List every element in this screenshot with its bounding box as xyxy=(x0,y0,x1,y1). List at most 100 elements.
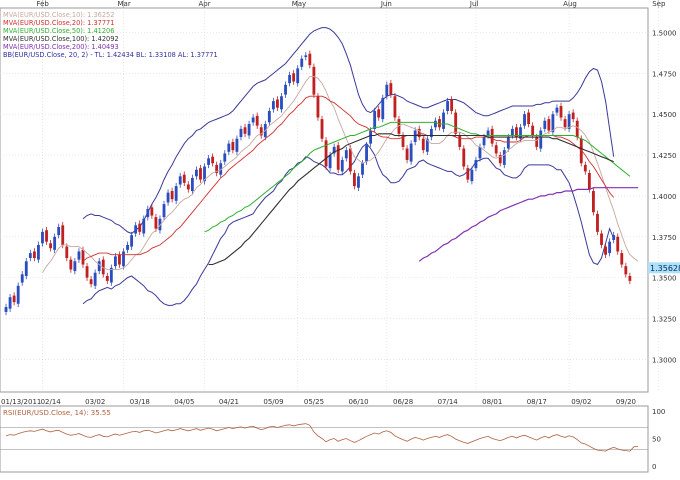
candle-body xyxy=(312,66,316,95)
x-tick-label: 08/17 xyxy=(527,398,547,406)
candle-body xyxy=(393,96,397,118)
candle-body xyxy=(369,130,373,144)
candle-body xyxy=(195,169,198,177)
legend-entry: MVA(EUR/USD.Close,200): 1.40493 xyxy=(3,43,119,51)
candle-body xyxy=(429,128,433,138)
candle-body xyxy=(207,158,210,165)
candle-body xyxy=(239,128,243,138)
candle-body xyxy=(142,218,146,234)
candle-body xyxy=(446,101,449,111)
candle-body xyxy=(381,97,385,120)
grid xyxy=(0,8,659,450)
candle-body xyxy=(255,115,259,126)
candle-body xyxy=(284,84,287,95)
y-tick-label: 1.3250 xyxy=(652,315,677,323)
candle-body xyxy=(150,207,154,216)
rsi-series-line xyxy=(5,423,639,452)
candle-body xyxy=(462,148,466,167)
candle-body xyxy=(320,119,324,139)
y-tick-label: 1.4250 xyxy=(652,152,677,160)
candle-body xyxy=(515,127,518,138)
candle-body xyxy=(105,275,109,281)
candle-body xyxy=(97,261,101,272)
candle-body xyxy=(32,251,36,259)
candle-body xyxy=(12,295,16,303)
bollinger-bands xyxy=(82,27,615,306)
candle-body xyxy=(608,241,612,254)
candle-body xyxy=(182,174,186,183)
candle-body xyxy=(251,117,255,123)
candle-body xyxy=(85,266,89,278)
candle-body xyxy=(458,135,462,147)
candle-body xyxy=(336,145,340,170)
candle-body xyxy=(219,163,223,175)
bb-upper-line xyxy=(82,27,615,235)
candle-body xyxy=(604,246,607,255)
candle-body xyxy=(178,176,182,185)
candle-body xyxy=(502,150,506,165)
x-tick-label: 03/02 xyxy=(85,398,105,406)
candle-body xyxy=(494,145,498,154)
candle-body xyxy=(109,267,113,283)
last-price-label: 1.35628 xyxy=(650,264,680,273)
month-label: Mar xyxy=(118,0,131,8)
candle-body xyxy=(498,155,502,164)
x-tick-label: 06/28 xyxy=(393,398,413,406)
candle-body xyxy=(523,114,526,126)
x-tick-label: 05/25 xyxy=(304,398,324,406)
candle-body xyxy=(41,231,44,244)
candle-body xyxy=(113,256,117,267)
candle-body xyxy=(535,137,539,147)
candle-body xyxy=(81,249,85,265)
candle-body xyxy=(547,119,551,131)
x-tick-label: 04/05 xyxy=(174,398,194,406)
x-tick-label: 07/14 xyxy=(438,398,459,406)
candle-body xyxy=(138,223,142,232)
candle-body xyxy=(361,163,364,175)
candle-body xyxy=(146,208,150,218)
candle-body xyxy=(567,114,571,129)
candle-body xyxy=(186,184,190,190)
candle-body xyxy=(466,168,470,180)
candle-body xyxy=(600,233,603,245)
candle-body xyxy=(134,225,138,234)
candlesticks xyxy=(4,50,632,316)
rsi-label: RSI(EUR/USD.Close, 14): 35.55 xyxy=(3,409,111,417)
x-tick-label: 09/02 xyxy=(571,398,591,406)
month-label: Feb xyxy=(36,0,49,8)
candle-body xyxy=(130,235,134,247)
candle-body xyxy=(61,225,65,245)
candle-body xyxy=(531,125,535,136)
candle-body xyxy=(332,146,336,154)
legend-entry: MVA(EUR/USD.Close,100): 1.42092 xyxy=(3,35,119,43)
candle-body xyxy=(434,120,437,128)
ma100-line xyxy=(208,133,614,266)
candle-body xyxy=(405,148,409,160)
candle-body xyxy=(539,130,543,149)
candle-body xyxy=(296,68,300,84)
candle-body xyxy=(486,130,490,136)
ma50-line xyxy=(204,121,631,233)
candle-body xyxy=(288,74,292,84)
candle-body xyxy=(93,272,97,286)
candle-body xyxy=(340,159,344,172)
candle-body xyxy=(170,191,174,200)
x-tick-label: 08/01 xyxy=(482,398,502,406)
y-tick-label: 1.3000 xyxy=(652,356,677,364)
rsi-line xyxy=(5,423,639,452)
legend-entry: MVA(EUR/USD.Close,20): 1.37771 xyxy=(3,19,114,27)
candle-body xyxy=(267,110,271,123)
candle-body xyxy=(575,120,579,138)
legend-entry: MVA(EUR/USD.Close,50): 1.41206 xyxy=(3,27,114,35)
x-tick-label: 04/21 xyxy=(219,398,239,406)
candle-body xyxy=(377,109,381,118)
candle-body xyxy=(385,84,389,97)
candle-body xyxy=(571,112,575,120)
rsi-pane xyxy=(0,405,649,473)
candle-body xyxy=(510,128,514,136)
candle-body xyxy=(243,127,247,134)
candle-body xyxy=(215,164,219,174)
candle-body xyxy=(73,261,77,272)
candle-body xyxy=(271,101,275,110)
candle-body xyxy=(154,217,158,229)
